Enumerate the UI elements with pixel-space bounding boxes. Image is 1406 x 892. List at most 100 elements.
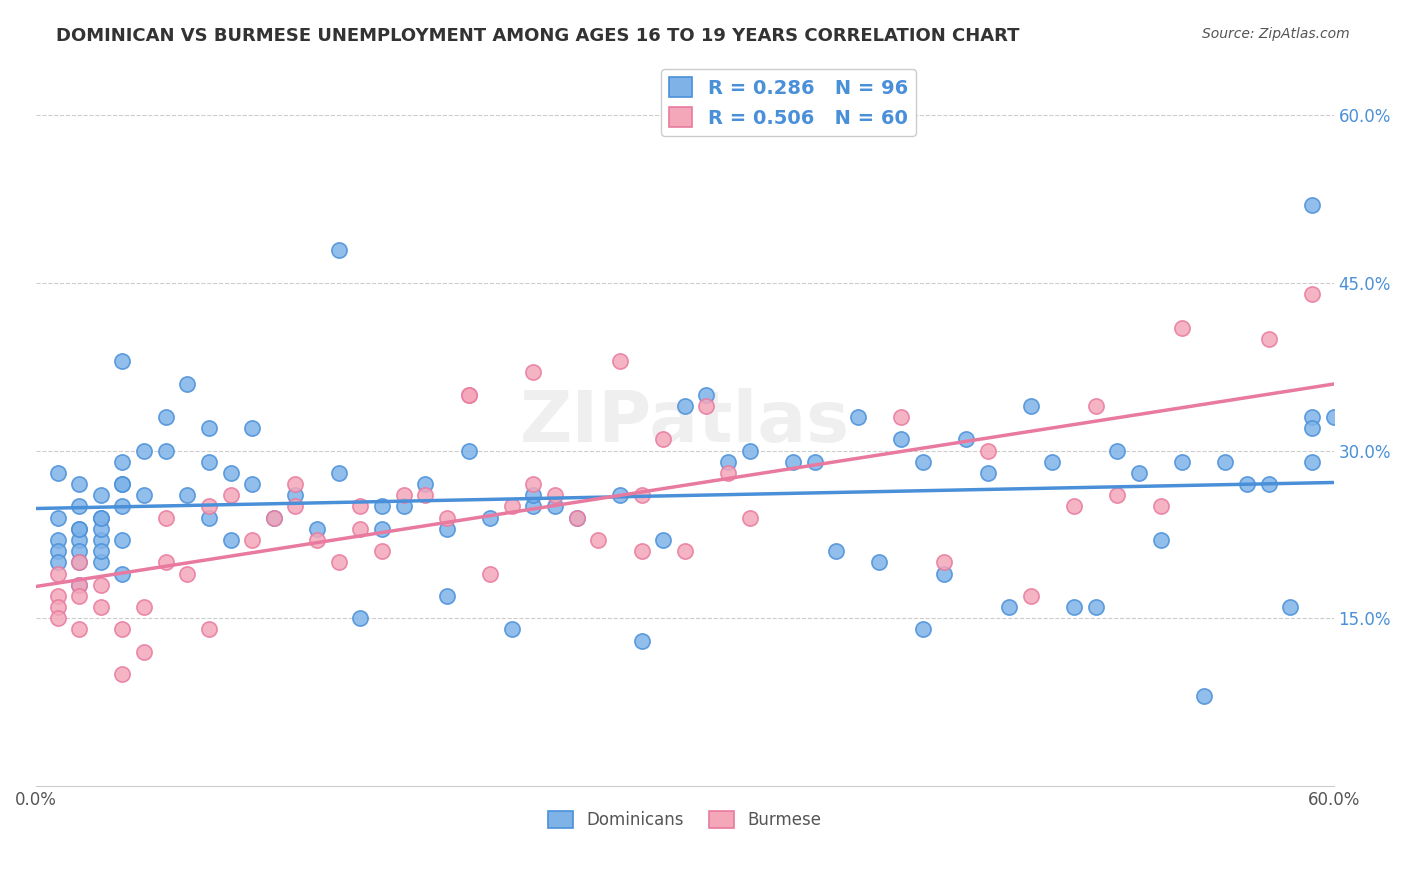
Dominicans	[219, 533, 242, 547]
Burmese	[652, 433, 675, 447]
Dominicans	[1323, 410, 1346, 425]
Dominicans	[198, 510, 221, 524]
Dominicans	[1019, 399, 1042, 413]
Dominicans	[1279, 600, 1302, 615]
Dominicans	[998, 600, 1021, 615]
Dominicans	[176, 376, 198, 391]
Burmese	[90, 600, 112, 615]
Dominicans	[782, 455, 804, 469]
Burmese	[132, 600, 155, 615]
Dominicans	[1149, 533, 1171, 547]
Burmese	[155, 510, 177, 524]
Burmese	[349, 522, 371, 536]
Dominicans	[911, 623, 934, 637]
Burmese	[1063, 500, 1085, 514]
Dominicans	[1107, 443, 1129, 458]
Dominicans	[803, 455, 825, 469]
Dominicans	[1301, 198, 1323, 212]
Burmese	[695, 399, 717, 413]
Burmese	[522, 477, 544, 491]
Dominicans	[90, 544, 112, 558]
Dominicans	[565, 510, 588, 524]
Dominicans	[609, 488, 631, 502]
Burmese	[673, 544, 696, 558]
Burmese	[717, 466, 740, 480]
Burmese	[1149, 500, 1171, 514]
Dominicans	[67, 533, 90, 547]
Burmese	[588, 533, 610, 547]
Dominicans	[219, 466, 242, 480]
Burmese	[219, 488, 242, 502]
Dominicans	[111, 566, 134, 581]
Dominicans	[955, 433, 977, 447]
Dominicans	[976, 466, 998, 480]
Burmese	[198, 623, 221, 637]
Dominicans	[111, 477, 134, 491]
Burmese	[67, 589, 90, 603]
Dominicans	[501, 623, 523, 637]
Burmese	[544, 488, 567, 502]
Burmese	[436, 510, 458, 524]
Dominicans	[46, 466, 69, 480]
Dominicans	[284, 488, 307, 502]
Dominicans	[307, 522, 329, 536]
Burmese	[1107, 488, 1129, 502]
Dominicans	[155, 443, 177, 458]
Burmese	[111, 623, 134, 637]
Dominicans	[198, 421, 221, 435]
Dominicans	[695, 388, 717, 402]
Dominicans	[630, 633, 652, 648]
Dominicans	[1192, 690, 1215, 704]
Burmese	[565, 510, 588, 524]
Burmese	[307, 533, 329, 547]
Dominicans	[90, 533, 112, 547]
Dominicans	[263, 510, 285, 524]
Dominicans	[176, 488, 198, 502]
Dominicans	[46, 544, 69, 558]
Burmese	[46, 589, 69, 603]
Dominicans	[436, 522, 458, 536]
Dominicans	[934, 566, 956, 581]
Dominicans	[240, 477, 263, 491]
Dominicans	[738, 443, 761, 458]
Burmese	[457, 388, 479, 402]
Dominicans	[240, 421, 263, 435]
Dominicans	[349, 611, 371, 625]
Dominicans	[457, 443, 479, 458]
Dominicans	[413, 477, 436, 491]
Dominicans	[111, 500, 134, 514]
Dominicans	[111, 533, 134, 547]
Burmese	[413, 488, 436, 502]
Dominicans	[46, 533, 69, 547]
Dominicans	[436, 589, 458, 603]
Burmese	[198, 500, 221, 514]
Dominicans	[90, 510, 112, 524]
Burmese	[46, 611, 69, 625]
Burmese	[132, 645, 155, 659]
Dominicans	[1084, 600, 1107, 615]
Text: ZIPatlas: ZIPatlas	[520, 388, 849, 458]
Dominicans	[1301, 410, 1323, 425]
Burmese	[176, 566, 198, 581]
Dominicans	[1236, 477, 1258, 491]
Dominicans	[371, 500, 394, 514]
Burmese	[890, 410, 912, 425]
Dominicans	[544, 500, 567, 514]
Burmese	[1084, 399, 1107, 413]
Dominicans	[479, 510, 502, 524]
Dominicans	[67, 500, 90, 514]
Dominicans	[67, 522, 90, 536]
Dominicans	[371, 522, 394, 536]
Dominicans	[155, 410, 177, 425]
Burmese	[46, 566, 69, 581]
Burmese	[240, 533, 263, 547]
Dominicans	[67, 477, 90, 491]
Text: DOMINICAN VS BURMESE UNEMPLOYMENT AMONG AGES 16 TO 19 YEARS CORRELATION CHART: DOMINICAN VS BURMESE UNEMPLOYMENT AMONG …	[56, 27, 1019, 45]
Burmese	[371, 544, 394, 558]
Burmese	[67, 577, 90, 591]
Burmese	[46, 600, 69, 615]
Dominicans	[132, 443, 155, 458]
Dominicans	[1301, 421, 1323, 435]
Dominicans	[198, 455, 221, 469]
Burmese	[90, 577, 112, 591]
